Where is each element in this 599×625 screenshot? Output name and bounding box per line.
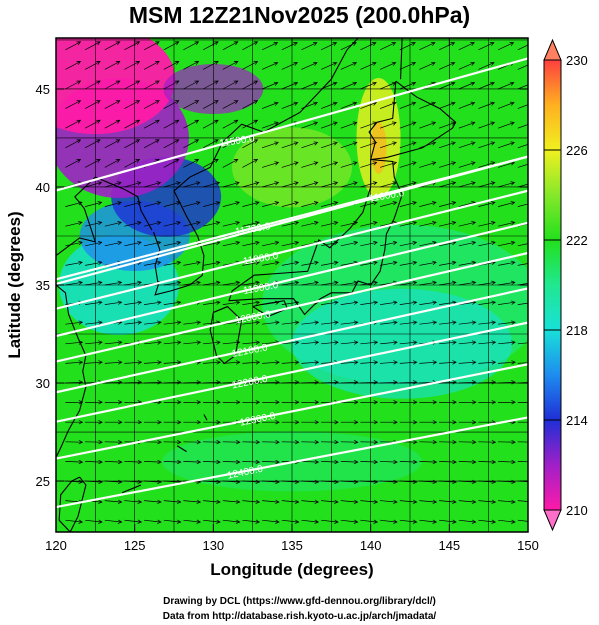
coastline (222, 38, 359, 143)
coastline (121, 484, 142, 494)
colorbar-gradient (543, 59, 562, 511)
y-tick-label: 35 (36, 278, 50, 293)
y-axis: 25 30 35 40 45 (36, 82, 528, 489)
coastline (209, 305, 243, 365)
y-tick-label: 45 (36, 82, 50, 97)
height-contour (56, 155, 528, 281)
colorbar-tick-label: 226 (566, 143, 588, 158)
coastline (56, 284, 87, 458)
height-contour (56, 251, 528, 363)
credit-data: Data from http://database.rish.kyoto-u.a… (162, 611, 437, 622)
colorbar-max-triangle (543, 38, 562, 61)
temperature-field (56, 38, 528, 532)
x-tick-label: 135 (281, 538, 303, 553)
height-contour (56, 287, 528, 394)
coastline (153, 141, 224, 296)
x-tick-label: 145 (438, 538, 460, 553)
colorbar: 210 214 218 222 226 230 (543, 38, 588, 532)
x-tick-label: 150 (517, 538, 539, 553)
wind-vectors (65, 41, 528, 524)
coastline (58, 476, 87, 532)
credits: Drawing by DCL (https://www.gfd-dennou.o… (0, 594, 599, 624)
colorbar-tick-label: 222 (566, 233, 588, 248)
height-contour (56, 363, 528, 460)
colorbar-tick-label: 230 (566, 53, 588, 68)
temperature-blob (56, 38, 176, 135)
coastline (203, 414, 208, 421)
x-axis-title: Longitude (degrees) (210, 560, 373, 579)
height-contour (56, 57, 528, 192)
coastline (252, 300, 288, 317)
height-contour (56, 321, 528, 423)
y-tick-label: 40 (36, 180, 50, 195)
colorbar-tick-label: 210 (566, 503, 588, 518)
x-tick-label: 120 (45, 538, 67, 553)
wind-arrows (65, 41, 528, 524)
height-contour (56, 416, 528, 509)
x-tick-label: 130 (202, 538, 224, 553)
coastline (176, 445, 187, 453)
x-tick-label: 125 (124, 538, 146, 553)
colorbar-tick-label: 218 (566, 323, 588, 338)
height-contour (56, 221, 528, 338)
x-axis: 120 125 130 135 140 145 150 (45, 38, 539, 553)
x-tick-label: 140 (360, 538, 382, 553)
coastline (400, 38, 403, 80)
colorbar-tick-label: 214 (566, 413, 588, 428)
colorbar-min-triangle (543, 509, 562, 532)
height-contour (56, 189, 528, 310)
y-axis-title: Latitude (degrees) (5, 211, 24, 358)
y-tick-label: 30 (36, 376, 50, 391)
credit-drawing: Drawing by DCL (https://www.gfd-dennou.o… (163, 596, 436, 607)
y-tick-label: 25 (36, 474, 50, 489)
chart-title: MSM 12Z21Nov2025 (200.0hPa) (128, 2, 471, 28)
